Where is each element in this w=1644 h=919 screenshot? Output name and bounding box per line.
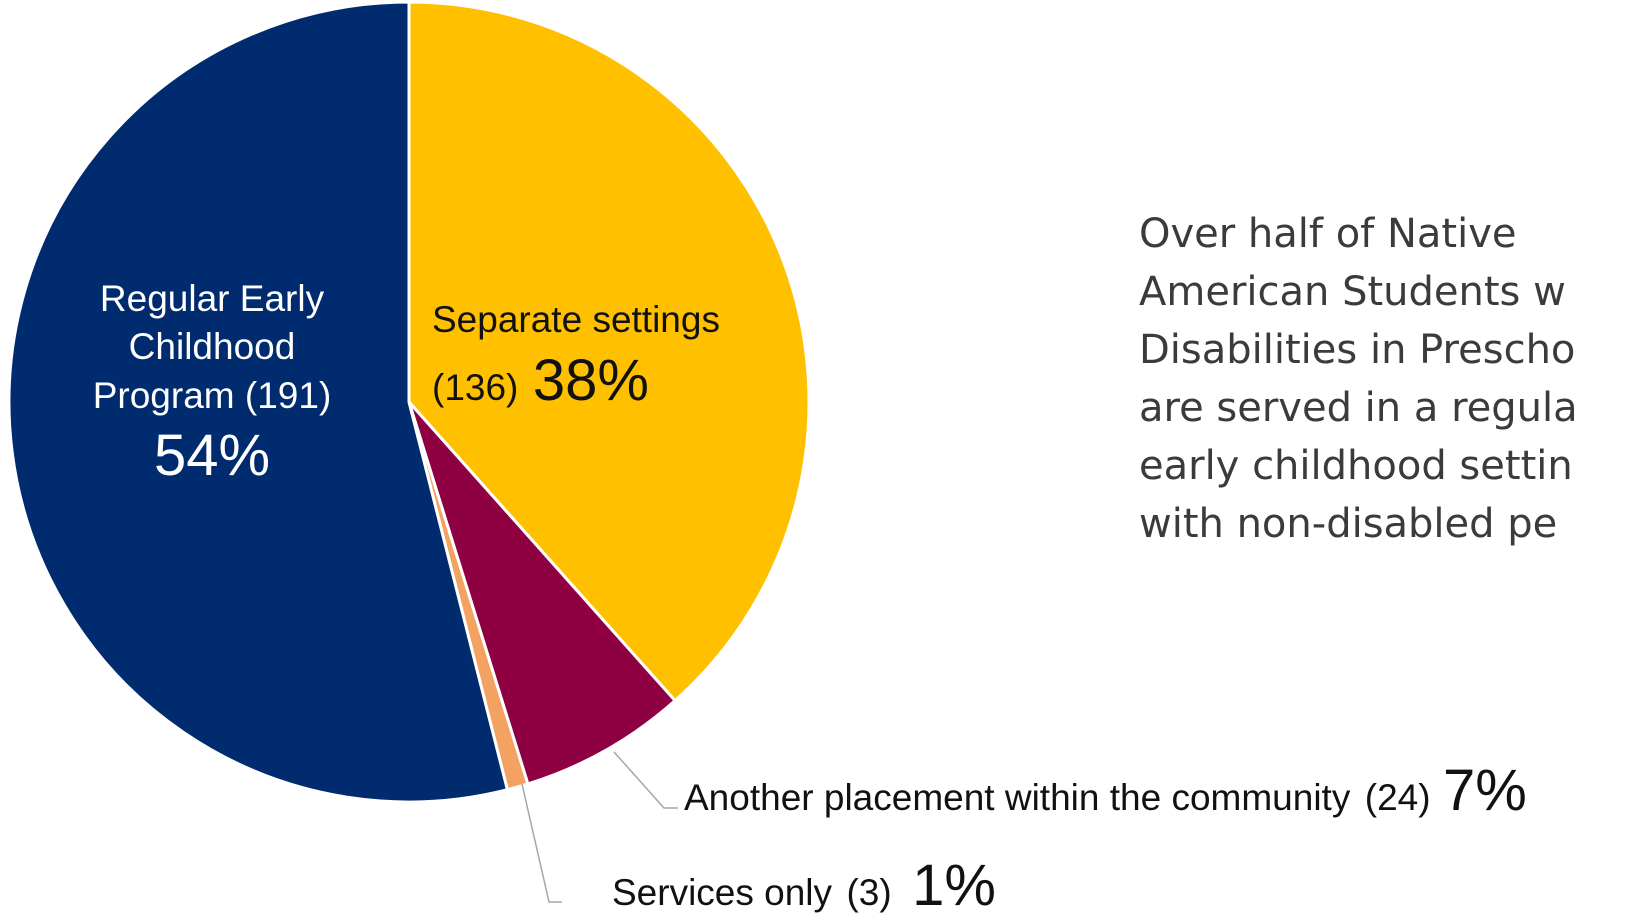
pie-slice-regular-early-childhood-program — [7, 0, 509, 804]
label-another-count: (24) — [1365, 777, 1431, 818]
pie-slice-separate-settings — [407, 0, 811, 703]
label-separate-line2: (136) 38% — [432, 348, 649, 413]
pie-slices — [7, 0, 811, 804]
label-separate-count: (136) — [432, 367, 518, 408]
label-another: Another placement within the community (… — [684, 758, 1527, 823]
pie-slice-another-placement-within-the-community — [407, 400, 677, 786]
label-regular-percent: 54% — [154, 423, 270, 488]
leader-lines — [521, 751, 678, 903]
label-separate-line1: Separate settings — [432, 299, 720, 340]
label-another-percent: 7% — [1443, 758, 1527, 823]
label-regular-line2: Childhood — [129, 326, 296, 367]
label-services-count: (3) — [846, 872, 891, 913]
label-another-text: Another placement within the community — [684, 777, 1351, 818]
leader-line-services — [521, 783, 562, 903]
label-services: Services only (3) 1% — [612, 853, 996, 918]
label-services-percent: 1% — [912, 853, 996, 918]
annotation-text: Over half of Native American Students w … — [1139, 211, 1578, 547]
leader-line-another — [613, 751, 678, 809]
label-regular-line1: Regular Early — [100, 278, 325, 319]
label-regular-line3: Program (191) — [93, 375, 332, 416]
label-separate-percent: 38% — [533, 348, 649, 413]
label-services-text: Services only — [612, 872, 833, 913]
